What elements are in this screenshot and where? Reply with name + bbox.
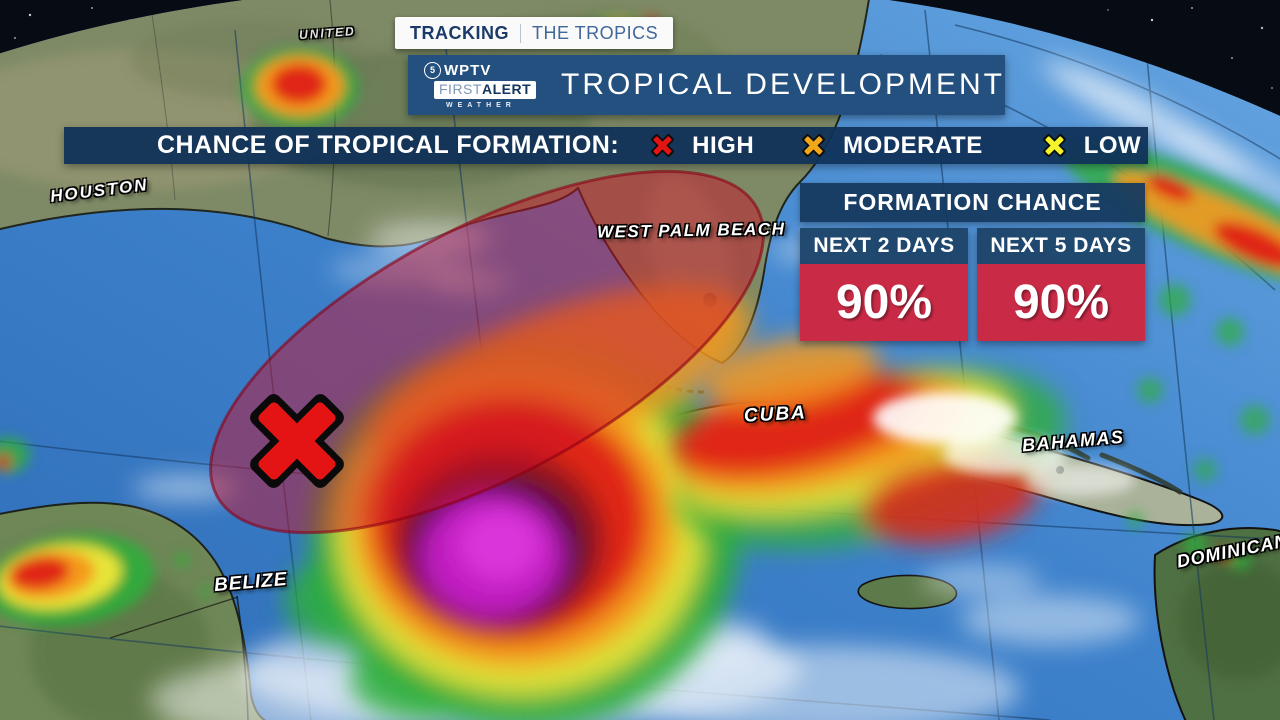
formation-panel-title: FORMATION CHANCE	[800, 183, 1145, 222]
formation-x-marker	[250, 394, 344, 488]
formation-col-2days-value: 90%	[800, 264, 968, 341]
logo-alert: ALERT	[481, 80, 532, 97]
formation-area-ellipse	[209, 169, 765, 535]
tracking-banner-left: TRACKING	[410, 22, 509, 43]
formation-chance-panel: FORMATION CHANCE NEXT 2 DAYS 90% NEXT 5 …	[800, 183, 1145, 341]
legend-label-moderate: MODERATE	[843, 131, 983, 159]
formation-legend-bar: CHANCE OF TROPICAL FORMATION: HIGH	[64, 127, 1148, 164]
tracking-banner-divider	[520, 23, 521, 43]
channel-5-icon: 5	[424, 61, 441, 79]
legend-item-moderate: MODERATE	[800, 132, 983, 160]
radar-storm-main	[285, 285, 750, 720]
legend-label-high: HIGH	[692, 131, 755, 159]
wptv-first-alert-logo: 5 WPTV FIRSTALERT WEATHER	[424, 61, 547, 109]
moderate-x-icon	[800, 132, 827, 159]
logo-first: FIRST	[439, 80, 482, 97]
logo-first-alert: FIRSTALERT	[434, 80, 537, 99]
logo-station: WPTV	[444, 61, 492, 79]
radar-band-atlantic	[1063, 141, 1280, 570]
legend-label: CHANCE OF TROPICAL FORMATION:	[157, 131, 620, 159]
high-x-icon	[649, 132, 676, 159]
formation-col-5days-label: NEXT 5 DAYS	[977, 228, 1145, 264]
map-label-cuba: CUBA	[743, 402, 808, 427]
legend-label-low: LOW	[1083, 131, 1142, 159]
page-title: TROPICAL DEVELOPMENT	[561, 68, 1005, 101]
legend-item-low: LOW	[1041, 132, 1141, 160]
tracking-banner-right: THE TROPICS	[532, 22, 659, 43]
tracking-banner: TRACKING THE TROPICS	[395, 17, 674, 49]
map-label-west-palm-beach: WEST PALM BEACH	[596, 219, 786, 242]
formation-col-2days-label: NEXT 2 DAYS	[800, 228, 968, 264]
formation-col-5days-value: 90%	[977, 264, 1145, 341]
header-bar: 5 WPTV FIRSTALERT WEATHER TROPICAL DEVEL…	[408, 55, 1005, 115]
formation-col-2days: NEXT 2 DAYS 90%	[800, 228, 968, 341]
clouds-cuba	[873, 392, 1135, 496]
formation-col-5days: NEXT 5 DAYS 90%	[977, 228, 1145, 341]
legend-item-high: HIGH	[649, 132, 754, 160]
logo-weather: WEATHER	[446, 101, 516, 109]
low-x-icon	[1041, 132, 1068, 159]
radar-cell-yucatan	[0, 437, 212, 627]
